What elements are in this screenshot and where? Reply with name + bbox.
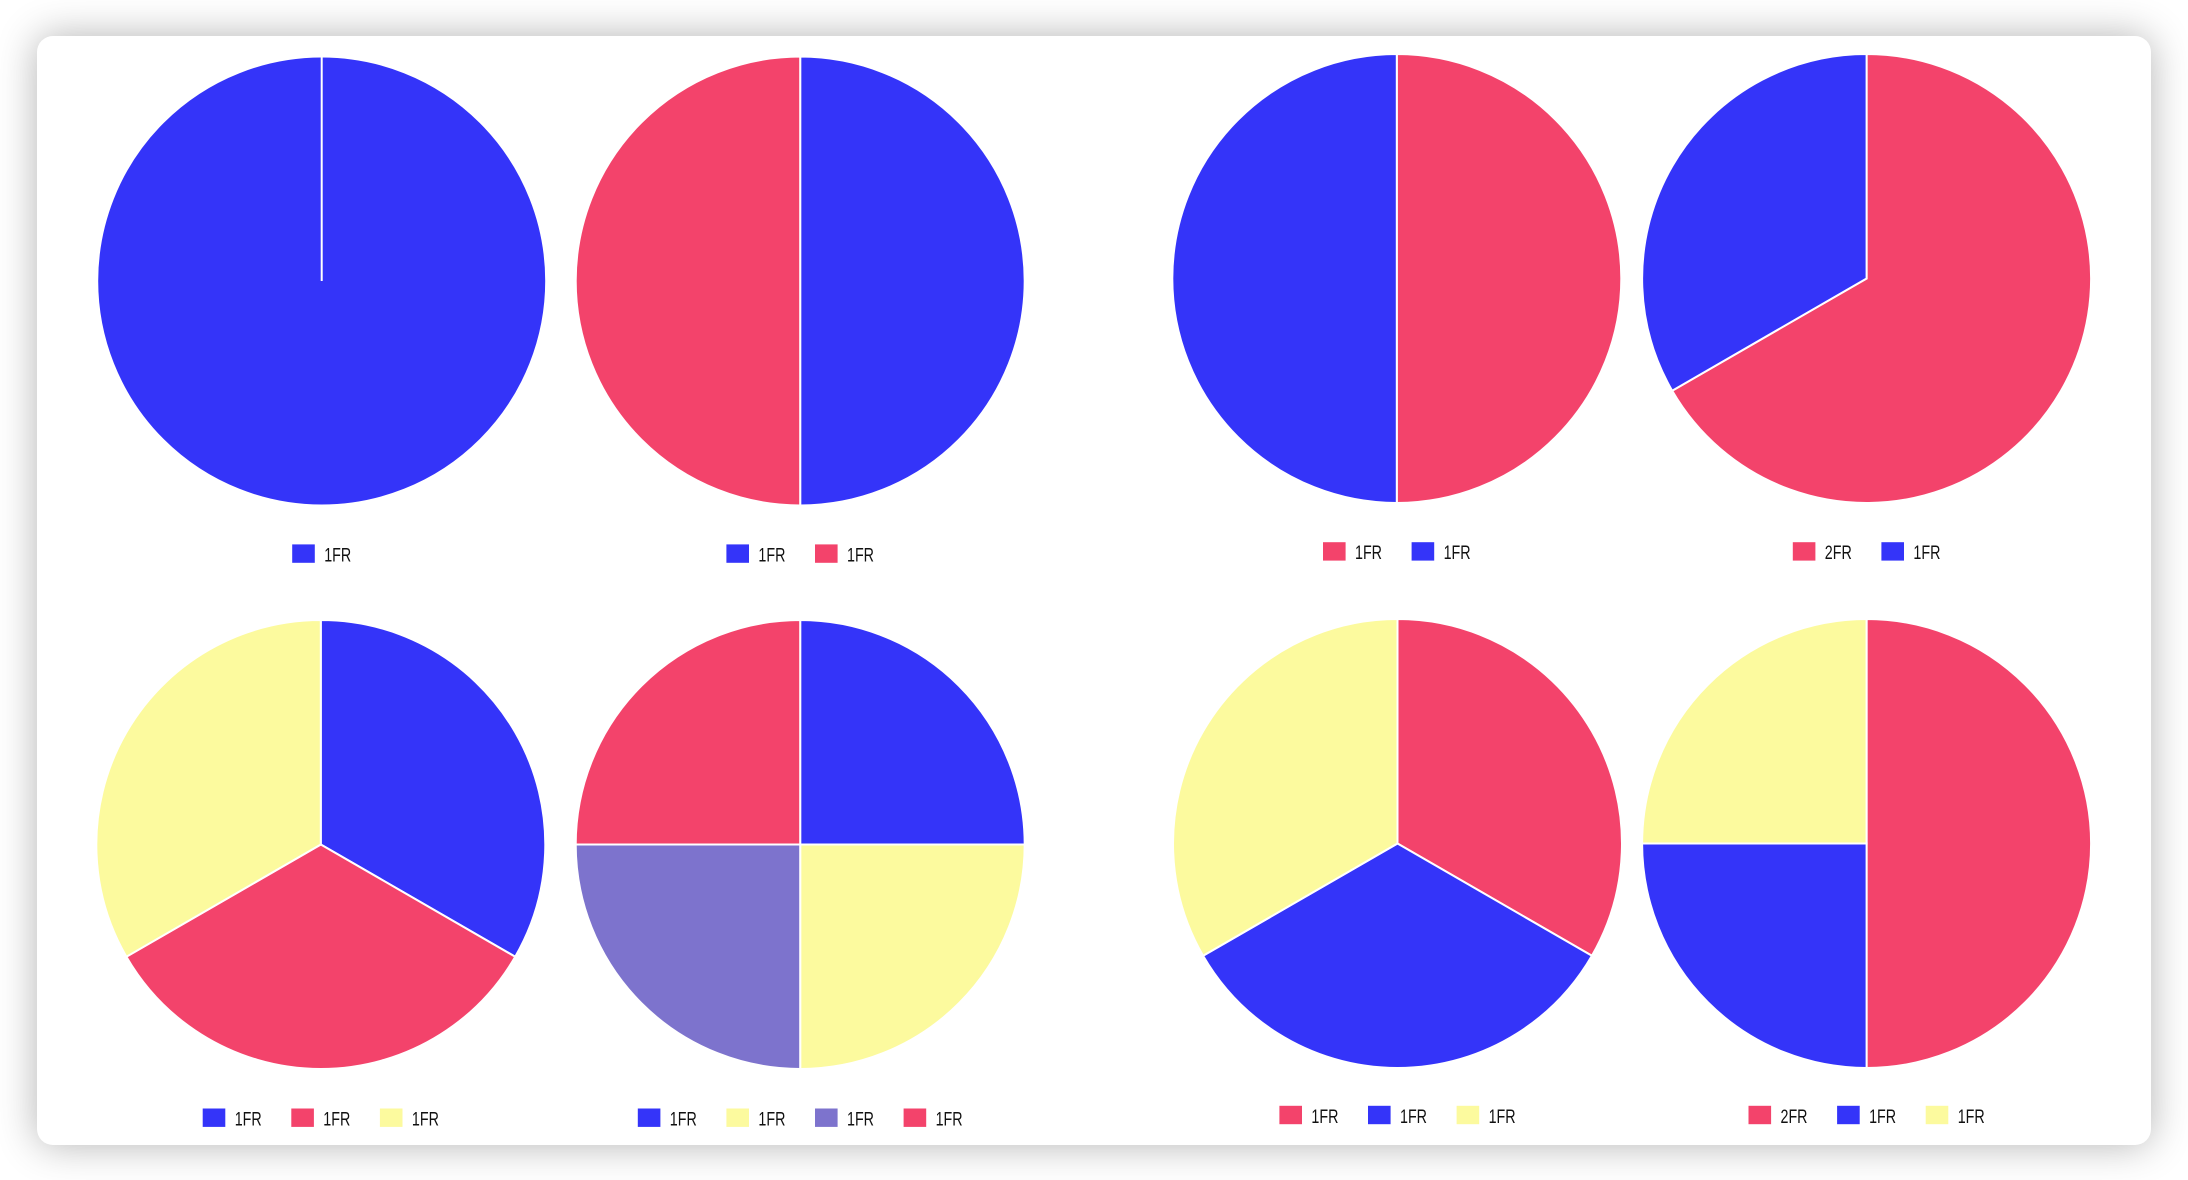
- svg-text:1FR: 1FR: [1489, 1107, 1516, 1128]
- svg-text:1FR: 1FR: [1355, 543, 1382, 564]
- svg-text:1FR: 1FR: [847, 1110, 874, 1131]
- svg-text:1FR: 1FR: [324, 545, 351, 566]
- svg-text:1FR: 1FR: [670, 1110, 697, 1131]
- svg-text:2FR: 2FR: [1825, 543, 1852, 564]
- svg-text:1FR: 1FR: [323, 1110, 350, 1131]
- svg-text:1FR: 1FR: [1311, 1107, 1338, 1128]
- svg-text:1FR: 1FR: [412, 1110, 439, 1131]
- svg-text:1FR: 1FR: [1444, 543, 1471, 564]
- svg-text:1FR: 1FR: [1958, 1107, 1985, 1128]
- svg-text:1FR: 1FR: [758, 1110, 785, 1131]
- svg-text:1FR: 1FR: [1400, 1107, 1427, 1128]
- svg-text:1FR: 1FR: [758, 545, 785, 566]
- svg-text:1FR: 1FR: [235, 1110, 262, 1131]
- svg-text:1FR: 1FR: [1869, 1107, 1896, 1128]
- svg-text:1FR: 1FR: [936, 1110, 963, 1131]
- svg-text:1FR: 1FR: [847, 545, 874, 566]
- svg-text:1FR: 1FR: [1913, 543, 1940, 564]
- svg-text:2FR: 2FR: [1781, 1107, 1808, 1128]
